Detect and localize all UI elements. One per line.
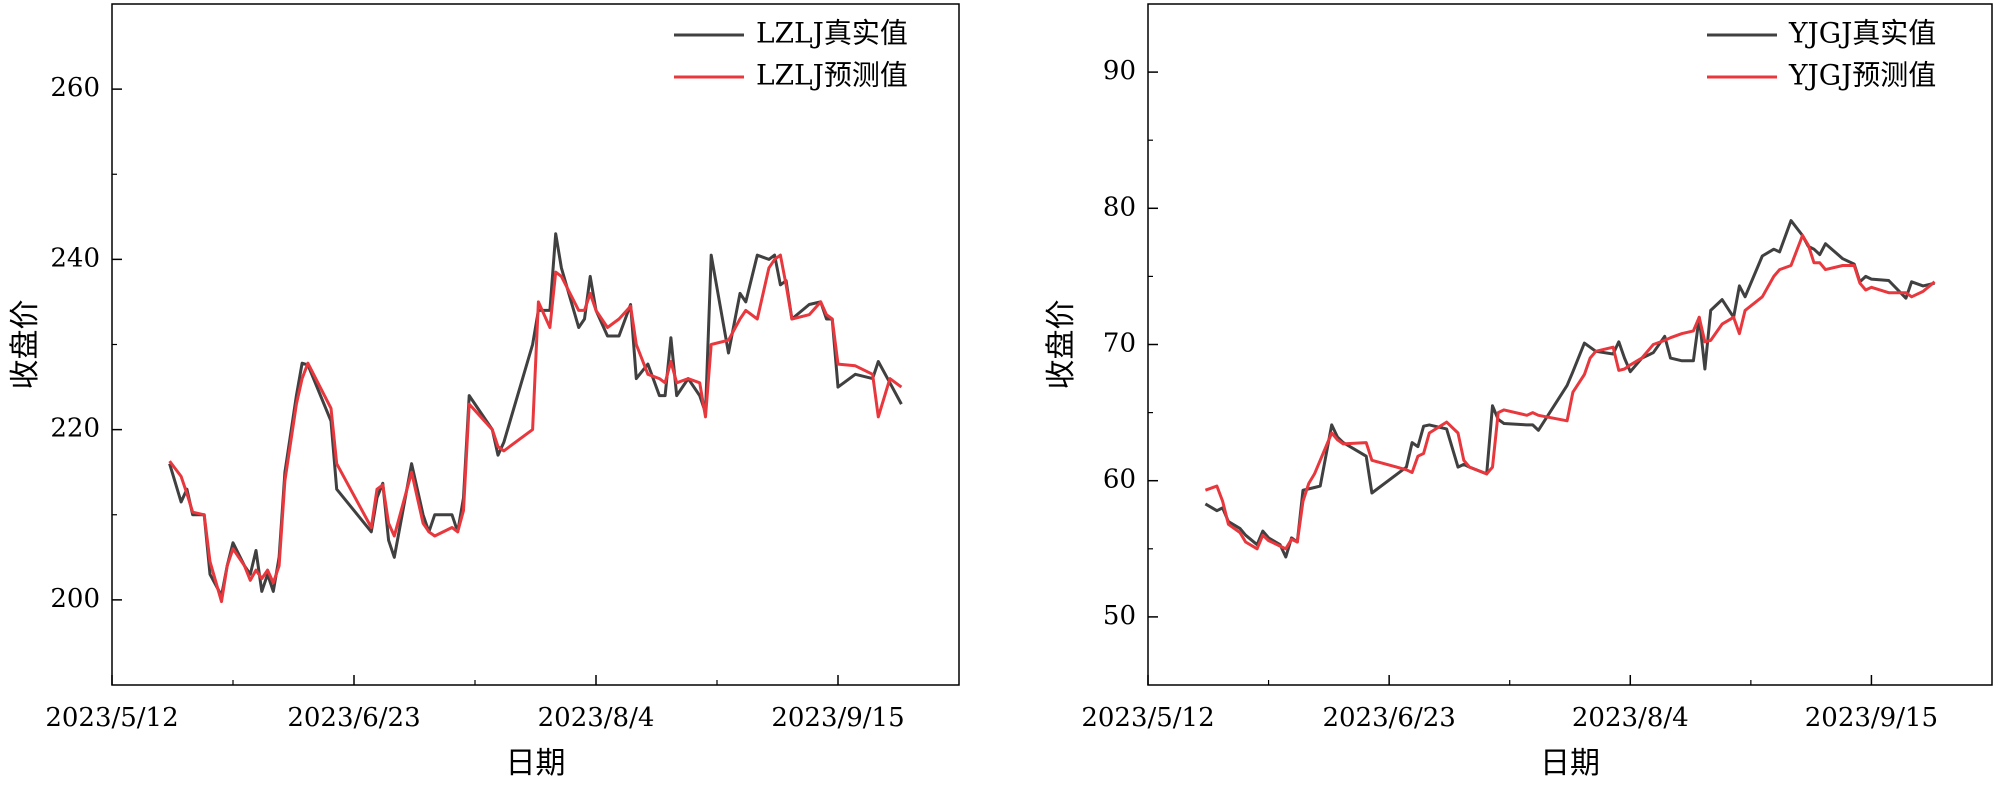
series-line xyxy=(168,253,903,604)
x-tick-label: 2023/9/15 xyxy=(1805,703,1938,733)
legend-label: YJGJ真实值 xyxy=(1788,17,1936,50)
y-tick-label: 80 xyxy=(1103,192,1136,222)
x-tick-label: 2023/5/12 xyxy=(45,703,178,733)
x-axis-label: 日期 xyxy=(506,746,566,781)
y-tick-label: 240 xyxy=(50,243,100,273)
x-tick-label: 2023/5/12 xyxy=(1081,703,1214,733)
x-tick-label: 2023/6/23 xyxy=(1322,703,1455,733)
y-axis-label: 收盘价 xyxy=(8,300,43,390)
x-axis-label: 日期 xyxy=(1540,746,1600,781)
y-tick-label: 220 xyxy=(50,414,100,444)
legend-label: LZLJ预测值 xyxy=(756,59,908,92)
y-tick-label: 200 xyxy=(50,584,100,614)
x-tick-label: 2023/6/23 xyxy=(287,703,420,733)
y-tick-label: 50 xyxy=(1103,601,1136,631)
y-tick-label: 90 xyxy=(1103,56,1136,86)
y-tick-label: 70 xyxy=(1103,329,1136,359)
plot-frame xyxy=(1147,3,1993,686)
y-axis-label: 收盘价 xyxy=(1044,300,1079,390)
x-tick-label: 2023/9/15 xyxy=(771,703,904,733)
legend-label: LZLJ真实值 xyxy=(756,17,908,50)
y-tick-label: 60 xyxy=(1103,465,1136,495)
series-line xyxy=(1204,234,1936,551)
x-tick-label: 2023/8/4 xyxy=(1572,703,1689,733)
x-tick-label: 2023/8/4 xyxy=(538,703,655,733)
legend-label: YJGJ预测值 xyxy=(1788,59,1936,92)
y-tick-label: 260 xyxy=(50,73,100,103)
